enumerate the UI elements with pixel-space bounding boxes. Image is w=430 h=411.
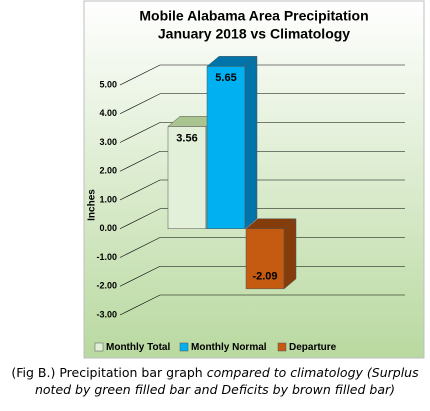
chart-title: January 2018 vs Climatology bbox=[158, 26, 350, 42]
grid-line bbox=[119, 294, 405, 316]
legend-swatch bbox=[277, 342, 287, 352]
grid-line bbox=[119, 93, 405, 115]
legend-label: Monthly Normal bbox=[191, 342, 267, 353]
y-tick-label: 4.00 bbox=[99, 108, 117, 118]
chart: Mobile Alabama Area Precipitation Januar… bbox=[83, 0, 425, 359]
value-label: -2.09 bbox=[252, 271, 277, 283]
grid-line bbox=[119, 64, 405, 86]
legend-label: Monthly Total bbox=[106, 342, 170, 353]
grid-line bbox=[119, 265, 405, 287]
caption-italic: compared to climatology (Surplus noted b… bbox=[34, 365, 419, 397]
y-tick-label: -3.00 bbox=[96, 309, 117, 319]
y-tick-label: 5.00 bbox=[99, 79, 117, 89]
bar-side bbox=[283, 218, 297, 290]
grid-line bbox=[119, 179, 405, 201]
legend-swatch bbox=[179, 342, 189, 352]
y-tick-label: 3.00 bbox=[99, 137, 117, 147]
grid-line bbox=[119, 150, 405, 172]
grid-line bbox=[119, 208, 405, 230]
y-axis-label: Inches bbox=[87, 189, 98, 221]
bar bbox=[206, 66, 246, 229]
chart-title: Mobile Alabama Area Precipitation bbox=[139, 8, 368, 24]
y-tick-label: 1.00 bbox=[99, 194, 117, 204]
bar bbox=[167, 126, 207, 229]
caption-text: (Fig B.) Precipitation bar graph bbox=[11, 365, 207, 380]
legend-label: Departure bbox=[289, 342, 337, 353]
caption: (Fig B.) Precipitation bar graph compare… bbox=[0, 364, 430, 398]
y-tick-label: -2.00 bbox=[96, 281, 117, 291]
value-label: 5.65 bbox=[215, 72, 236, 84]
bar-side bbox=[244, 55, 258, 230]
y-tick-label: 2.00 bbox=[99, 166, 117, 176]
value-label: 3.56 bbox=[176, 132, 197, 144]
legend-swatch bbox=[94, 342, 104, 352]
bar bbox=[245, 228, 285, 290]
grid-line bbox=[119, 237, 405, 258]
y-tick-label: -1.00 bbox=[96, 252, 117, 262]
grid-line bbox=[119, 122, 405, 143]
y-tick-label: 0.00 bbox=[99, 223, 117, 233]
